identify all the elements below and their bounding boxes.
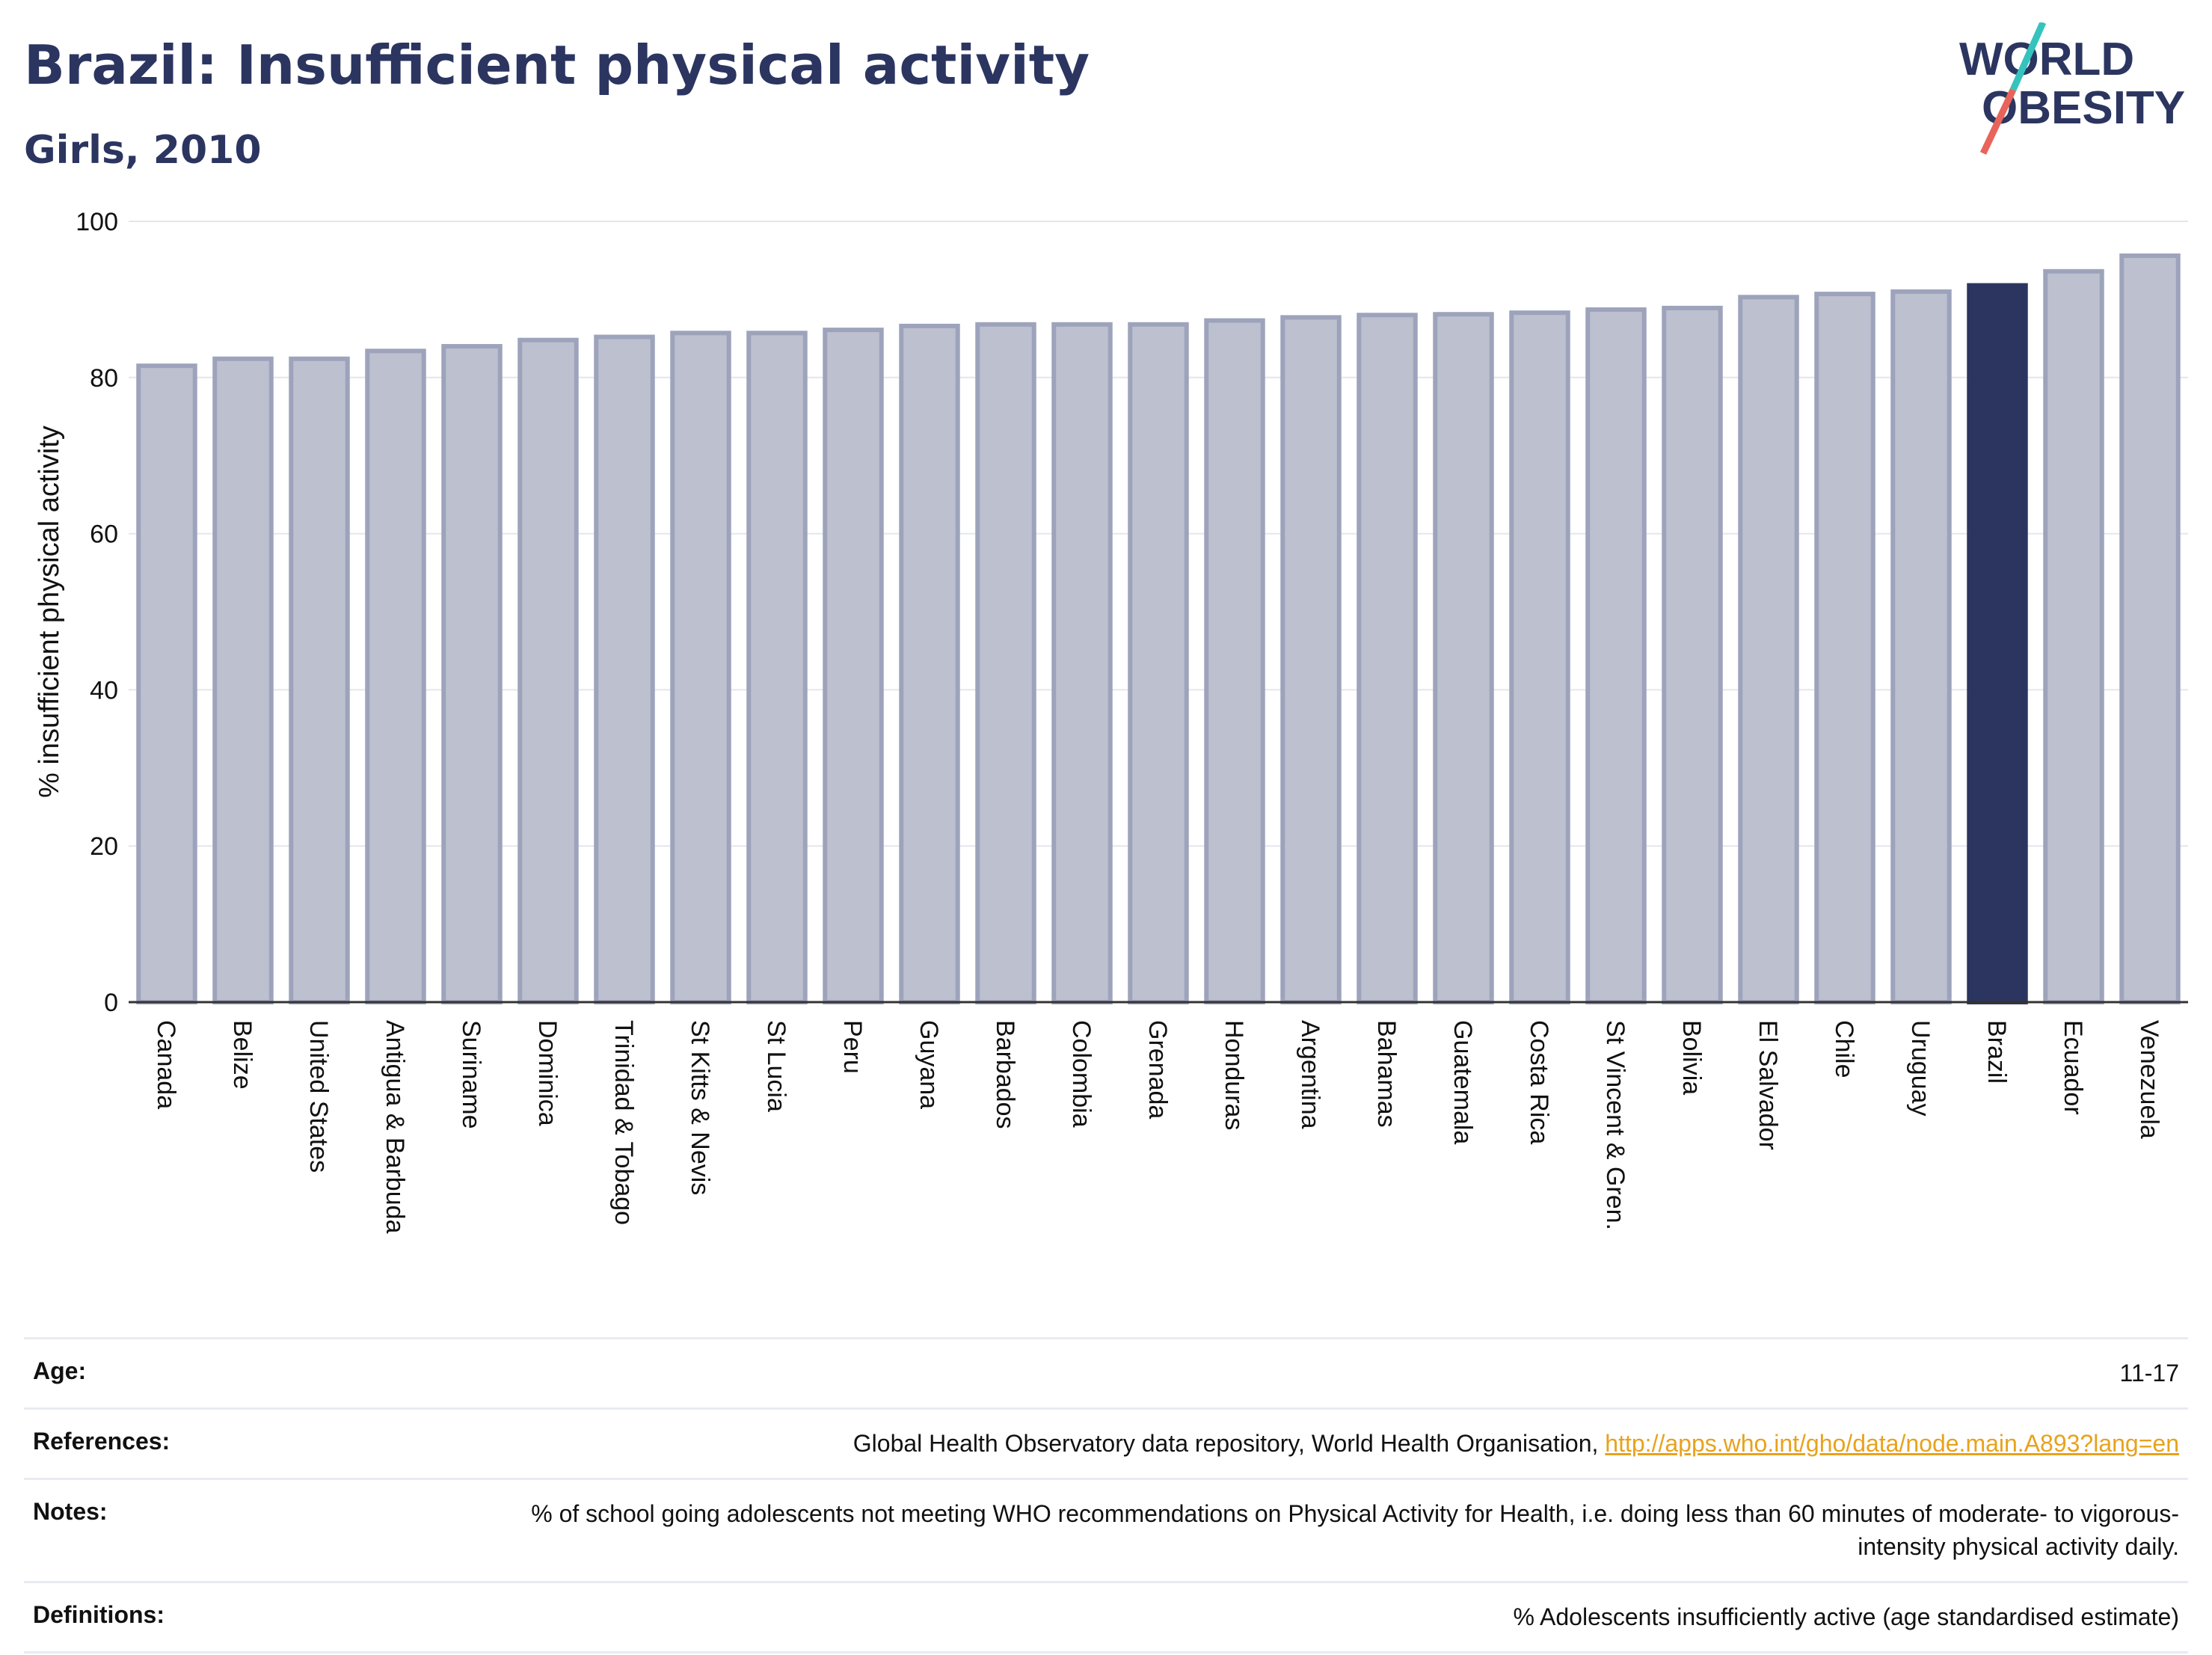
- x-tick-label: Guyana: [915, 1020, 943, 1109]
- x-tick-label: Suriname: [457, 1020, 485, 1129]
- info-row-notes: Notes: % of school going adolescents not…: [24, 1478, 2188, 1580]
- bar-peru: [823, 328, 884, 1004]
- bar-barbados: [975, 322, 1036, 1005]
- bar-suriname: [441, 344, 503, 1005]
- x-tick-label: Grenada: [1143, 1020, 1172, 1119]
- bar-guyana: [899, 323, 960, 1004]
- bar-el-salvador: [1738, 295, 1799, 1004]
- bar-belize: [212, 356, 274, 1004]
- x-tick-label: El Salvador: [1754, 1020, 1782, 1150]
- y-tick-label: 100: [76, 208, 118, 236]
- info-table: Age: 11-17 References: Global Health Obs…: [24, 1337, 2188, 1654]
- bar-honduras: [1204, 318, 1265, 1004]
- bar-venezuela: [2119, 253, 2181, 1005]
- bar-antigua-barbuda: [365, 348, 426, 1004]
- info-row-definitions: Definitions: % Adolescents insufficientl…: [24, 1580, 2188, 1654]
- x-tick-label: Trinidad & Tobago: [609, 1020, 638, 1225]
- bar-bahamas: [1357, 313, 1418, 1004]
- bar-argentina: [1280, 315, 1342, 1005]
- references-text: Global Health Observatory data repositor…: [852, 1430, 1606, 1458]
- x-tick-label: Venezuela: [2135, 1020, 2163, 1139]
- bar-costa-rica: [1509, 310, 1570, 1004]
- x-tick-label: Bolivia: [1677, 1020, 1706, 1095]
- references-link[interactable]: http://apps.who.int/gho/data/node.main.A…: [1605, 1430, 2179, 1458]
- bar-st-kitts-nevis: [670, 331, 731, 1005]
- x-tick-label: Guatemala: [1448, 1020, 1477, 1144]
- page-title: Brazil: Insufficient physical activity: [24, 34, 1090, 96]
- x-tick-label: Peru: [838, 1020, 867, 1074]
- x-tick-label: Brazil: [1982, 1020, 2011, 1084]
- page-subtitle: Girls, 2010: [24, 128, 262, 173]
- x-tick-label: Costa Rica: [1525, 1020, 1553, 1144]
- bar-ecuador: [2043, 268, 2104, 1005]
- x-tick-label: Dominica: [533, 1020, 562, 1126]
- logo-slash-teal: [2009, 22, 2047, 91]
- x-tick-label: Chile: [1830, 1020, 1858, 1078]
- bar-bolivia: [1662, 305, 1723, 1005]
- bar-chart: 0 20 40 60 80 100 Canada Belize United States Ant…: [34, 208, 2188, 1234]
- bar-trinidad-tobago: [594, 334, 655, 1004]
- x-tick-label: St Kitts & Nevis: [686, 1020, 714, 1195]
- info-label-definitions: Definitions:: [33, 1600, 165, 1628]
- x-tick-label: Uruguay: [1906, 1020, 1935, 1117]
- info-value-age: 11-17: [2119, 1360, 2179, 1387]
- x-tick-label: Argentina: [1296, 1020, 1324, 1129]
- bar-st-lucia: [746, 331, 808, 1005]
- bar-grenada: [1128, 322, 1189, 1005]
- x-tick-label: Colombia: [1067, 1020, 1096, 1128]
- bar-united-states: [289, 356, 350, 1004]
- y-tick-label: 60: [90, 521, 118, 549]
- y-tick-label: 80: [90, 364, 118, 393]
- x-tick-label: Belize: [228, 1020, 256, 1090]
- info-value-notes: % of school going adolescents not meetin…: [531, 1500, 2179, 1560]
- bar-guatemala: [1433, 312, 1494, 1004]
- x-tick-label: St Lucia: [762, 1020, 790, 1112]
- bar-chile: [1814, 292, 1875, 1005]
- info-label-age: Age:: [33, 1357, 87, 1384]
- bar-canada: [136, 363, 197, 1004]
- x-tick-label: Canada: [152, 1020, 180, 1109]
- logo-line1: WORLD: [1959, 34, 2134, 85]
- x-tick-label: St Vincent & Gren.: [1601, 1020, 1629, 1230]
- y-tick-label: 40: [90, 676, 118, 704]
- x-tick-label: Ecuador: [2059, 1020, 2087, 1115]
- y-tick-label: 20: [90, 832, 118, 861]
- info-label-references: References:: [33, 1428, 170, 1455]
- logo-line2: OBESITY: [1982, 82, 2185, 134]
- bar-st-vincent-gren-: [1585, 307, 1647, 1005]
- bar-brazil: [1967, 283, 2028, 1005]
- info-value-references: Global Health Observatory data repositor…: [853, 1428, 2179, 1460]
- x-tick-label: United States: [304, 1020, 333, 1173]
- info-label-notes: Notes:: [33, 1498, 108, 1526]
- bar-colombia: [1051, 322, 1113, 1005]
- info-value-definitions: % Adolescents insufficiently active (age…: [1513, 1603, 2179, 1630]
- y-axis-label: % insufficient physical activity: [34, 426, 65, 798]
- y-tick-label: 0: [104, 989, 118, 1017]
- bar-uruguay: [1890, 289, 1952, 1004]
- info-row-age: Age: 11-17: [24, 1337, 2188, 1407]
- info-row-references: References: Global Health Observatory da…: [24, 1407, 2188, 1478]
- x-tick-label: Honduras: [1220, 1020, 1248, 1130]
- logo-slash-red: [1979, 88, 2017, 155]
- world-obesity-logo: WORLD OBESITY: [1959, 22, 2185, 155]
- x-tick-label: Barbados: [991, 1020, 1019, 1129]
- bar-dominica: [517, 337, 579, 1005]
- x-tick-label: Bahamas: [1372, 1020, 1401, 1128]
- x-tick-label: Antigua & Barbuda: [381, 1020, 409, 1234]
